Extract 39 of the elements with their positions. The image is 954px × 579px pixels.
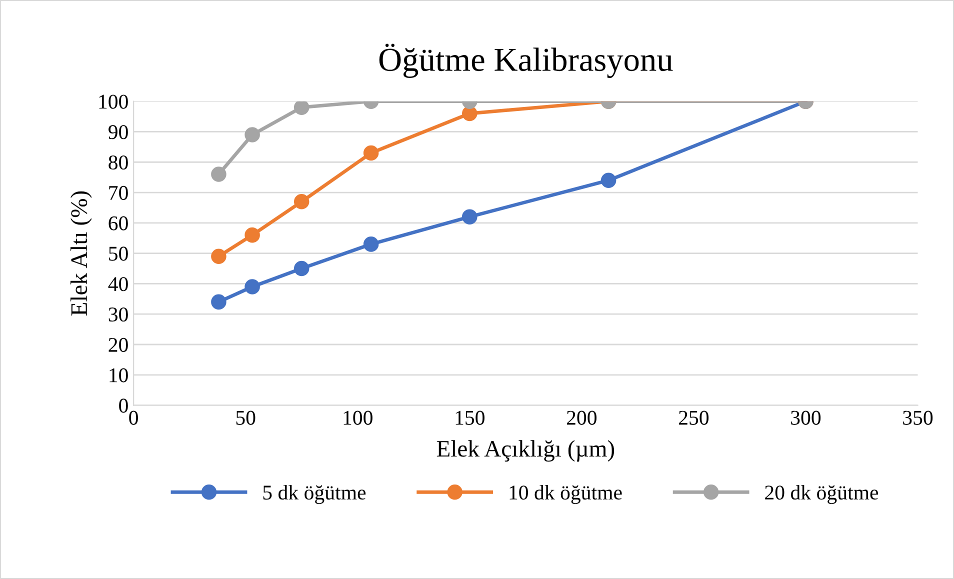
y-tick-label: 20 — [108, 338, 128, 352]
x-tick-label: 350 — [903, 410, 933, 425]
point — [244, 127, 260, 142]
point — [462, 106, 478, 122]
y-tick-label: 30 — [108, 307, 128, 322]
y-axis-title: Elek Altı (%) — [70, 191, 92, 316]
point — [363, 145, 379, 161]
legend-label: 20 dk öğütme — [765, 484, 878, 504]
y-tick-label: 70 — [109, 186, 128, 200]
x-tick-label: 0 — [129, 410, 138, 425]
point — [211, 166, 226, 182]
x-tick-label: 250 — [678, 410, 709, 425]
y-tick-label: 40 — [108, 277, 128, 292]
point — [244, 279, 260, 294]
y-tick-label: 0 — [119, 398, 128, 413]
x-axis-title: Elek Açıklığı (µm) — [436, 440, 614, 462]
x-tick-label: 50 — [236, 410, 256, 425]
point — [244, 227, 260, 243]
y-tick-label: 90 — [108, 125, 128, 140]
point — [462, 209, 478, 224]
point — [211, 248, 226, 264]
x-tick-label: 200 — [566, 410, 596, 425]
y-tick-label: 60 — [108, 216, 128, 230]
point — [294, 101, 310, 116]
x-tick-label: 150 — [456, 410, 484, 425]
x-tick-label: 300 — [791, 410, 821, 425]
point — [294, 194, 310, 210]
legend-label: 10 dk öğütme — [510, 484, 622, 504]
y-tick-label: 80 — [108, 155, 128, 170]
point — [211, 294, 226, 310]
point — [294, 260, 310, 276]
point — [363, 236, 379, 252]
legend-label: 5 dk öğütme — [263, 484, 366, 504]
y-tick-label: 10 — [110, 368, 128, 382]
point — [600, 172, 616, 188]
chart-title: Öğütme Kalibrasyonu — [379, 44, 673, 78]
y-tick-label: 100 — [99, 94, 128, 109]
y-tick-label: 50 — [109, 246, 128, 261]
x-tick-label: 100 — [344, 410, 372, 425]
